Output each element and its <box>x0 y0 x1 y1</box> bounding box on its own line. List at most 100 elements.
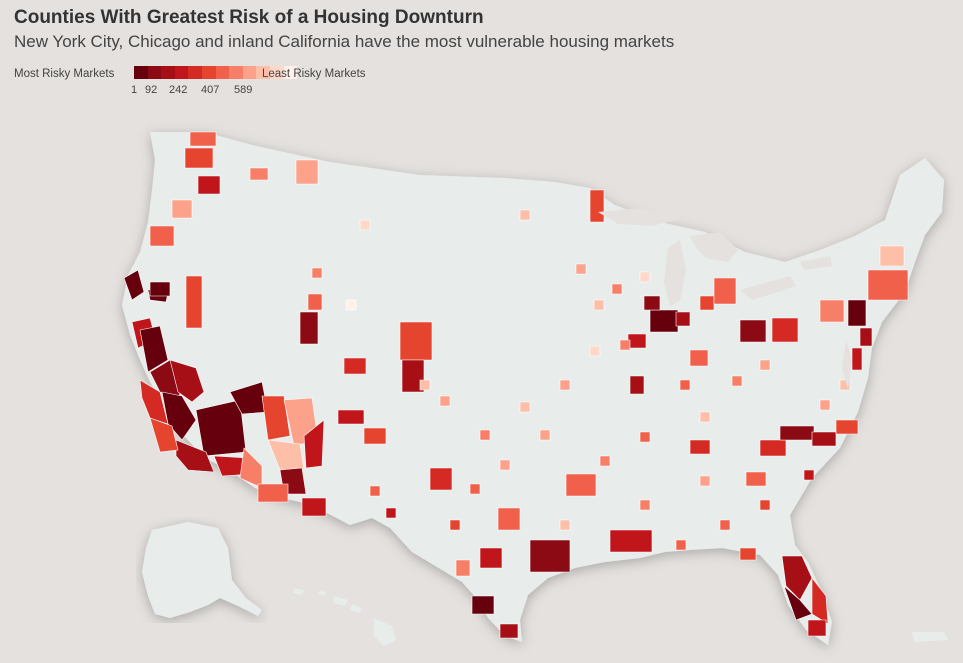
legend-tick-589: 589 <box>234 84 253 96</box>
county-sc <box>759 439 787 457</box>
county-scatter-27 <box>679 379 691 391</box>
county-denver <box>399 321 433 361</box>
county-scatter-4 <box>559 379 571 391</box>
county-stl <box>629 375 645 395</box>
county-cleveland <box>739 319 767 343</box>
county-navajo <box>303 419 325 469</box>
county-mohave <box>261 395 291 441</box>
legend-swatch-3 <box>174 66 189 79</box>
county-whatcom <box>189 131 217 147</box>
county-pittsburgh <box>771 317 799 343</box>
county-scatter-19 <box>803 469 815 481</box>
county-scatter-24 <box>639 271 651 283</box>
county-scatter-5 <box>589 345 601 357</box>
county-linn <box>171 199 193 219</box>
county-cook-n <box>643 295 661 311</box>
county-la <box>149 417 179 453</box>
county-scatter-15 <box>719 519 731 531</box>
county-humboldt <box>123 269 145 301</box>
county-klamath <box>185 275 203 329</box>
county-scatter-21 <box>593 299 605 311</box>
county-scatter-10 <box>469 483 481 495</box>
county-cochise <box>301 497 327 517</box>
county-scatter-6 <box>619 339 631 351</box>
county-scatter-33 <box>369 485 381 497</box>
county-scatter-12 <box>559 519 571 531</box>
legend-color-scale <box>134 66 298 79</box>
legend-ticks: 1 92 242 407 589 <box>128 84 268 98</box>
county-pima <box>257 483 289 503</box>
county-lane <box>149 225 175 247</box>
county-tx-coast <box>455 559 471 577</box>
map-subtitle: New York City, Chicago and inland Califo… <box>14 32 675 51</box>
county-scatter-2 <box>639 431 651 443</box>
county-palm-beach <box>811 577 829 625</box>
county-houston <box>529 539 571 573</box>
puerto-rico <box>912 632 948 642</box>
county-atlanta <box>745 471 767 487</box>
county-nc-charlotte <box>779 425 815 441</box>
county-nm-nw <box>343 357 367 375</box>
county-orlando <box>781 555 813 601</box>
county-scatter-34 <box>385 507 397 519</box>
county-will <box>627 333 647 349</box>
county-scatter-22 <box>575 263 587 275</box>
county-skagit <box>184 147 214 169</box>
county-scatter-1 <box>599 455 611 467</box>
county-nola <box>609 529 653 553</box>
county-ct-ma <box>867 269 909 301</box>
county-scatter-32 <box>439 395 451 407</box>
county-jackson <box>565 473 597 497</box>
legend-tick-242: 242 <box>169 84 188 96</box>
county-king <box>197 175 221 195</box>
us-mainland <box>122 132 944 645</box>
county-scatter-14 <box>699 475 711 487</box>
county-scatter-30 <box>345 299 357 311</box>
county-maine-s <box>879 245 905 267</box>
county-riverside <box>175 439 215 473</box>
legend-tick-407: 407 <box>201 84 220 96</box>
county-scatter-16 <box>759 499 771 511</box>
county-nm <box>337 409 365 425</box>
county-spokane <box>249 167 269 181</box>
county-salt-lake <box>299 311 319 345</box>
county-scatter-11 <box>499 459 511 471</box>
county-scatter-29 <box>311 267 323 279</box>
legend-swatch-0 <box>134 66 148 79</box>
map-title: Counties With Greatest Risk of a Housing… <box>14 7 484 28</box>
county-scatter-0 <box>539 429 551 441</box>
county-detroit-area <box>713 277 737 305</box>
legend-tick-1: 1 <box>131 84 138 96</box>
county-virginia-beach <box>835 419 859 435</box>
county-scatter-8 <box>479 429 491 441</box>
legend-swatch-10 <box>269 66 284 79</box>
county-fresno <box>169 359 205 403</box>
county-philly <box>851 347 863 371</box>
county-san-antonio <box>479 547 503 569</box>
county-tn <box>689 439 711 455</box>
county-nj <box>859 327 873 347</box>
county-scatter-9 <box>449 519 461 531</box>
legend-left-label: Most Risky Markets <box>14 68 115 80</box>
county-fills <box>123 131 909 639</box>
alaska <box>142 522 262 618</box>
legend-swatch-9 <box>256 66 270 79</box>
legend-swatch-11 <box>283 66 298 79</box>
legend-swatch-1 <box>147 66 162 79</box>
county-sacramento <box>139 325 169 373</box>
hawaii <box>293 588 396 646</box>
legend-swatch-6 <box>215 66 230 79</box>
county-san-bernardino <box>195 399 247 457</box>
county-kern <box>161 391 197 441</box>
county-dfw <box>429 467 453 491</box>
county-colorado-s <box>401 359 425 393</box>
county-scatter-13 <box>639 499 651 511</box>
county-scatter-28 <box>359 219 371 231</box>
legend-tick-92: 92 <box>145 84 158 96</box>
county-siskiyou <box>149 281 171 297</box>
county-lake-in <box>675 311 691 327</box>
county-minneapolis <box>519 209 531 221</box>
county-scatter-23 <box>611 283 623 295</box>
county-fl-panhandle <box>739 547 757 561</box>
legend-swatch-5 <box>201 66 216 79</box>
